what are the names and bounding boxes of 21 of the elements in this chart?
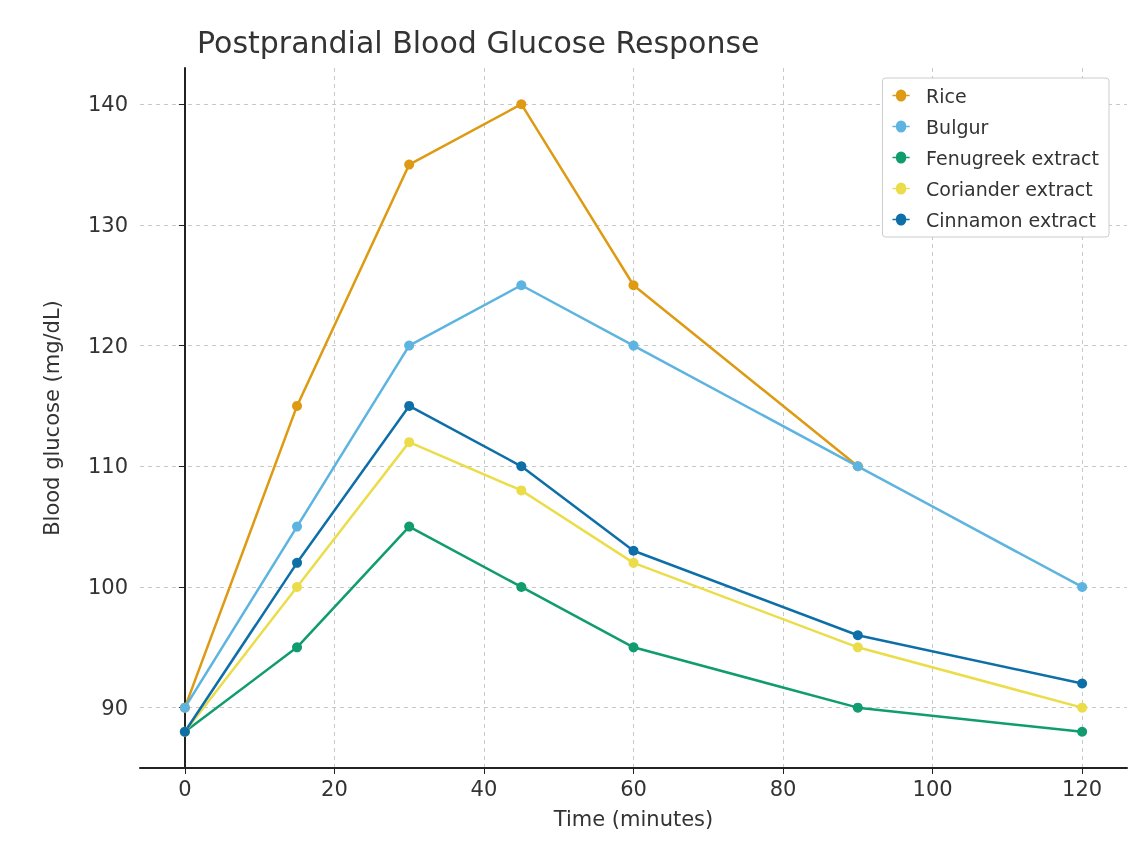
y-tick-label: 120: [87, 333, 128, 358]
y-tick-label: 100: [87, 574, 128, 599]
x-tick-label: 0: [178, 776, 192, 801]
legend-label: Bulgur: [926, 115, 989, 138]
y-tick-label: 140: [87, 92, 128, 117]
x-tick-label: 120: [1062, 776, 1103, 801]
x-tick-label: 80: [769, 776, 797, 801]
legend-label: Cinnamon extract: [926, 208, 1096, 231]
legend-label: Coriander extract: [926, 177, 1093, 200]
x-axis-title: Time (minutes): [552, 806, 714, 831]
x-tick-label: 100: [912, 776, 953, 801]
y-tick-label: 90: [101, 695, 128, 720]
x-tick-label: 20: [321, 776, 348, 801]
y-tick-label: 110: [87, 454, 128, 479]
legend-label: Rice: [926, 84, 967, 107]
y-tick-label: 130: [87, 212, 128, 237]
x-tick-label: 60: [620, 776, 647, 801]
y-axis-title: Blood glucose (mg/dL): [39, 300, 64, 536]
legend-label: Fenugreek extract: [926, 146, 1100, 169]
chart-title: Postprandial Blood Glucose Response: [197, 24, 760, 60]
x-tick-label: 40: [470, 776, 498, 801]
